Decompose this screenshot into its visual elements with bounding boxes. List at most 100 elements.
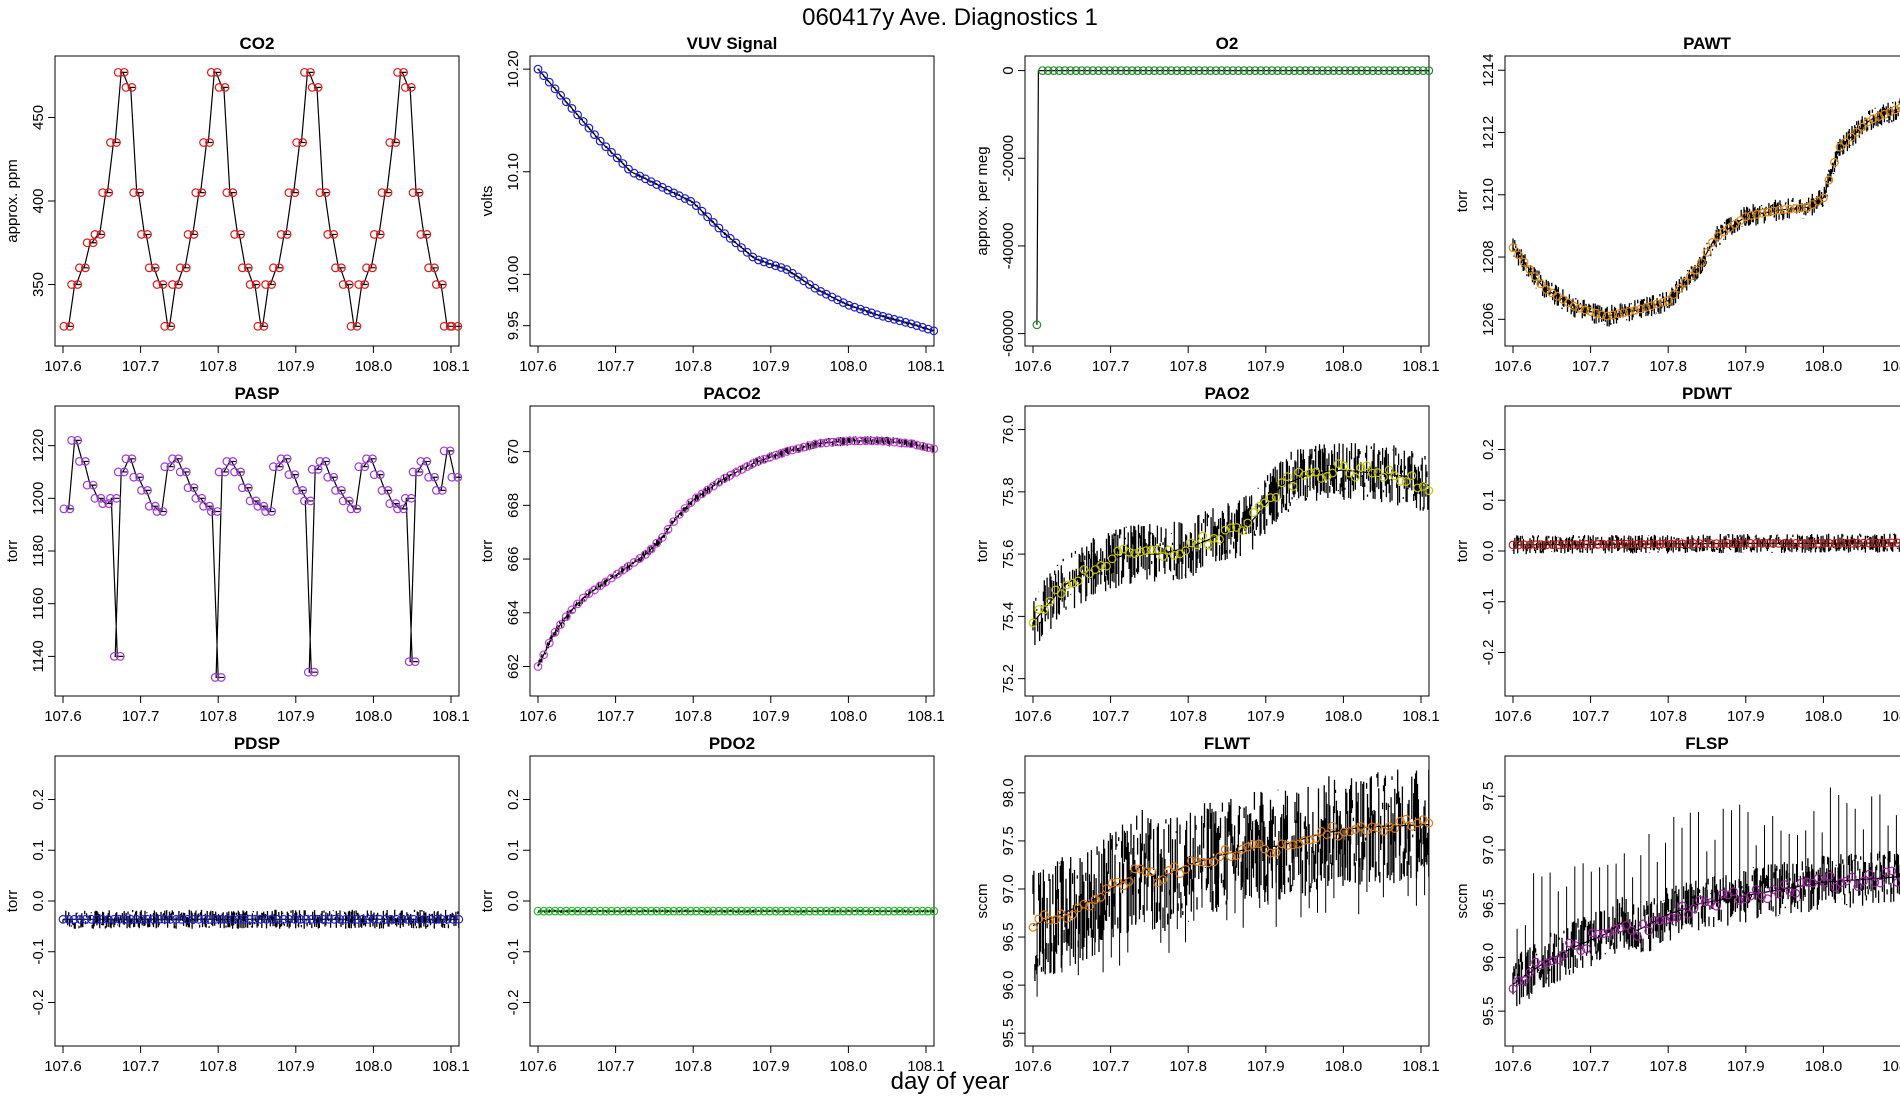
data-point [827,906,837,916]
data-point [918,441,927,451]
y-tick-label: 0.1 [1480,490,1497,511]
data-point [1825,539,1834,548]
data-point [1102,561,1111,571]
data-point [776,906,786,916]
data-point [205,914,215,924]
data-point [211,914,221,924]
data-point [872,310,882,320]
data-point [1836,538,1846,548]
x-tick-label: 108.1 [1402,1058,1440,1075]
x-tick-label: 107.7 [122,1058,160,1075]
data-point [1220,525,1230,535]
data-point [1090,565,1100,574]
data-point [1172,66,1182,75]
data-point [1215,852,1224,862]
data-point [607,906,616,916]
x-tick-label: 108.1 [432,358,470,375]
data-point [303,667,313,677]
panel-title: PASP [234,384,279,403]
data-point [426,914,435,924]
y-axis-label: sccm [1454,884,1471,919]
data-point [323,472,333,482]
data-point [1835,142,1845,152]
data-point [1752,209,1762,219]
data-point [420,914,430,924]
data-point [918,322,927,332]
data-point [346,914,356,924]
y-tick-label: 450 [30,105,47,130]
data-point [1271,848,1281,857]
data-point [96,230,106,239]
data-point [197,493,207,503]
data-point [443,914,452,924]
data-point [152,507,162,516]
data-point [872,906,882,916]
data-point [214,467,224,477]
data-point [1576,540,1586,549]
data-point [59,504,69,514]
data-point [245,496,255,506]
data-point [409,914,418,924]
data-point [612,906,622,916]
x-tick-label: 107.9 [752,708,790,725]
data-point [298,486,308,495]
data-point [1887,538,1897,548]
y-tick-label: 76.0 [1000,415,1017,444]
data-point [82,238,92,248]
data-point [1802,539,1812,548]
data-point [391,499,401,508]
data-point [646,544,656,554]
data-point [1127,66,1137,75]
data-point [821,906,831,916]
panel-pdo2: PDO2 107.6 107.7 107.8 107.9 108.0 108.1 -0.2 -0… [479,734,945,1075]
y-tick-label: 670 [505,439,522,464]
data-point [276,230,286,239]
data-point [912,321,922,331]
data-point [629,558,639,567]
data-point [771,906,780,916]
data-point [901,906,910,916]
data-point [119,467,129,477]
x-tick-label: 108.1 [1402,358,1440,375]
data-point [1384,465,1394,475]
data-point [58,914,68,924]
data-point [601,906,611,916]
data-point [301,914,311,924]
data-point [816,906,826,916]
data-point [1525,967,1535,977]
data-point [1796,878,1806,887]
data-point [1824,175,1834,185]
x-tick-label: 107.8 [1169,358,1207,375]
data-point [1661,915,1671,925]
figure-title: 060417y Ave. Diagnostics 1 [802,4,1098,31]
data-point [250,914,260,924]
data-point [1357,66,1366,75]
y-tick-label: 350 [30,272,47,297]
data-point [400,493,410,503]
data-point [239,914,249,924]
x-tick-label: 107.7 [1572,708,1610,725]
data-point [414,467,424,477]
data-point [1819,878,1829,887]
data-point [243,483,253,493]
data-point [206,67,216,77]
marker-group [533,906,939,916]
data-point [1401,814,1411,824]
data-point [1161,66,1170,75]
data-point [703,906,712,916]
data-point [674,510,684,519]
data-point [410,657,420,667]
y-tick-label: 662 [505,654,522,679]
data-point [1615,923,1625,933]
data-point [1663,296,1673,306]
data-point [1237,526,1247,536]
x-tick-label: 108.1 [1882,1058,1900,1075]
data-point [1615,539,1625,549]
data-point [1401,477,1411,487]
data-point [1559,950,1569,960]
data-point [119,67,129,77]
x-tick-label: 108.0 [1805,358,1843,375]
data-point [86,914,96,924]
data-point [1102,884,1111,894]
data-point [1763,207,1773,217]
